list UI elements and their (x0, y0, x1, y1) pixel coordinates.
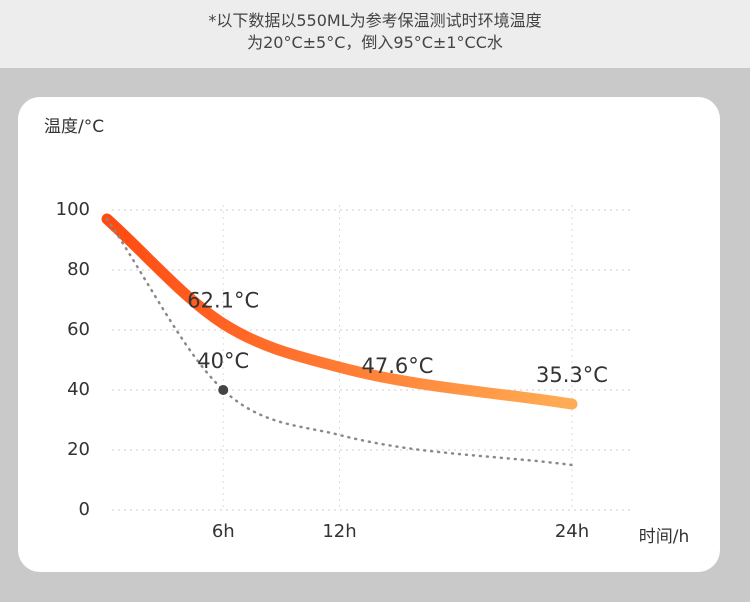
series-line (101, 213, 578, 410)
y-tick-label: 20 (67, 439, 90, 460)
note: *以下数据以550ML为参考保温测试时环境温度 为20°C±5°C，倒入95°C… (0, 0, 750, 68)
note-line: *以下数据以550ML为参考保温测试时环境温度 (208, 11, 542, 30)
x-axis-label: 时间/h (639, 527, 690, 547)
card (18, 97, 720, 572)
y-axis-label: 温度/°C (44, 117, 104, 137)
value-label: 62.1°C (187, 289, 259, 313)
y-tick-label: 80 (67, 259, 90, 280)
value-label: 47.6°C (362, 354, 434, 378)
y-tick-label: 60 (67, 319, 90, 340)
value-label: 35.3°C (536, 363, 608, 387)
series-line (105, 217, 574, 467)
point (218, 385, 229, 395)
y-tick-label: 40 (67, 379, 90, 400)
y-tick-label: 100 (56, 199, 90, 220)
y-tick-label: 0 (79, 499, 90, 520)
value-label: 40°C (197, 349, 249, 373)
x-tick-label: 6h (212, 521, 235, 542)
x-tick-label: 24h (555, 521, 589, 542)
x-tick-label: 12h (322, 521, 356, 542)
note-line: 为20°C±5°C，倒入95°C±1°CC水 (247, 33, 503, 52)
